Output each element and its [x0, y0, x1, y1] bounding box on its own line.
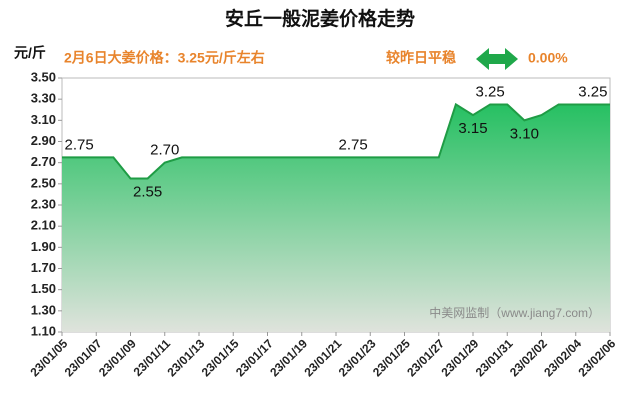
data-label: 3.10 [510, 125, 539, 142]
y-tick-label: 1.90 [31, 239, 56, 254]
y-tick-label: 1.50 [31, 281, 56, 296]
area-fill [62, 104, 610, 332]
data-label: 2.75 [339, 136, 368, 153]
y-tick-label: 1.30 [31, 302, 56, 317]
price-note: 2月6日大姜价格：3.25元/斤左右 [64, 50, 265, 66]
y-tick-label: 2.10 [31, 218, 56, 233]
source-note: 中美网监制（www.jiang7.com） [429, 305, 600, 320]
x-tick-label: 23/01/09 [96, 336, 139, 379]
y-tick-label: 2.90 [31, 133, 56, 148]
data-label: 2.70 [150, 142, 179, 159]
data-label: 3.25 [476, 83, 505, 100]
y-tick-label: 1.10 [31, 323, 56, 338]
y-tick-label: 2.70 [31, 154, 56, 169]
y-axis-label: 元/斤 [14, 45, 46, 61]
x-tick-label: 23/02/06 [575, 336, 618, 379]
y-tick-label: 2.30 [31, 196, 56, 211]
y-tick-label: 1.70 [31, 260, 56, 275]
data-label: 2.55 [133, 184, 162, 201]
plot: 1.10 1.30 1.50 1.70 1.90 2.10 2.30 2.50 2.70 2.90… [27, 69, 618, 379]
trend-note: 较昨日平稳 [386, 50, 456, 66]
change-note: 0.00% [528, 50, 568, 66]
line [62, 102, 610, 180]
y-tick-label: 3.50 [31, 69, 56, 84]
chart-title: 安丘一般泥姜价格走势 [225, 7, 415, 30]
y-tick-label: 3.30 [31, 91, 56, 106]
flat-arrow-icon [476, 48, 518, 70]
y-tick-label: 2.50 [31, 175, 56, 190]
data-label: 3.15 [458, 120, 487, 137]
data-label: 3.25 [578, 83, 607, 100]
y-tick-label: 3.10 [31, 112, 56, 127]
data-label: 2.75 [65, 136, 94, 153]
